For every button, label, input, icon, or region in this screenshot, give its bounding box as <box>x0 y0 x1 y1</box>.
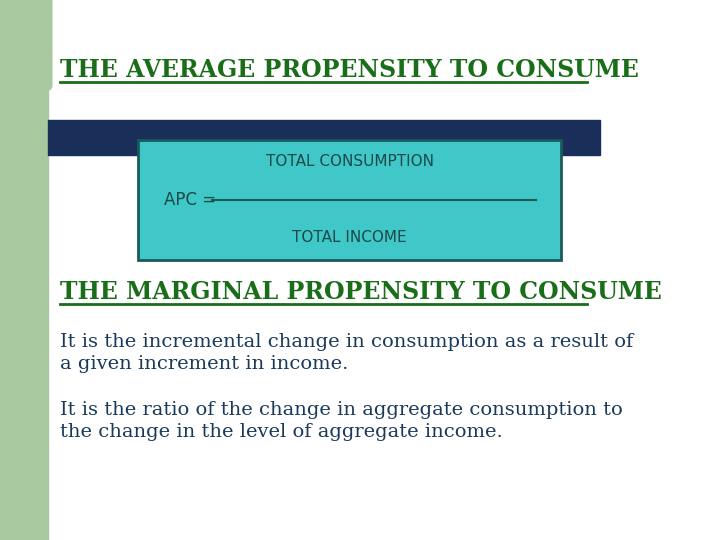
FancyBboxPatch shape <box>138 140 562 260</box>
Text: THE AVERAGE PROPENSITY TO CONSUME: THE AVERAGE PROPENSITY TO CONSUME <box>60 58 639 82</box>
Bar <box>48 120 600 155</box>
Bar <box>0 0 48 140</box>
Bar <box>0 120 48 540</box>
Text: It is the ratio of the change in aggregate consumption to: It is the ratio of the change in aggrega… <box>60 401 624 419</box>
Text: TOTAL CONSUMPTION: TOTAL CONSUMPTION <box>266 154 434 170</box>
Text: APC =: APC = <box>164 191 222 209</box>
Text: the change in the level of aggregate income.: the change in the level of aggregate inc… <box>60 423 503 441</box>
Text: a given increment in income.: a given increment in income. <box>60 355 348 373</box>
Text: It is the incremental change in consumption as a result of: It is the incremental change in consumpt… <box>60 333 634 351</box>
Text: THE MARGINAL PROPENSITY TO CONSUME: THE MARGINAL PROPENSITY TO CONSUME <box>60 280 662 304</box>
Text: TOTAL INCOME: TOTAL INCOME <box>292 231 407 246</box>
FancyBboxPatch shape <box>0 0 52 90</box>
